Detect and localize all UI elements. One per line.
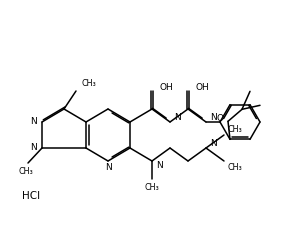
Text: O: O: [216, 114, 223, 123]
Text: CH₃: CH₃: [228, 163, 243, 172]
Text: N: N: [104, 164, 111, 172]
Text: CH₃: CH₃: [145, 183, 159, 191]
Text: N: N: [30, 117, 37, 126]
Text: OH: OH: [160, 82, 174, 92]
Text: CH₃: CH₃: [19, 166, 34, 175]
Text: N: N: [174, 112, 181, 122]
Text: CH₃: CH₃: [82, 79, 97, 87]
Text: OH: OH: [196, 82, 210, 92]
Text: CH₃: CH₃: [228, 125, 243, 134]
Text: N: N: [30, 144, 37, 153]
Text: N: N: [210, 112, 217, 122]
Text: N: N: [210, 139, 217, 147]
Text: N: N: [156, 161, 163, 171]
Text: HCl: HCl: [22, 191, 40, 201]
